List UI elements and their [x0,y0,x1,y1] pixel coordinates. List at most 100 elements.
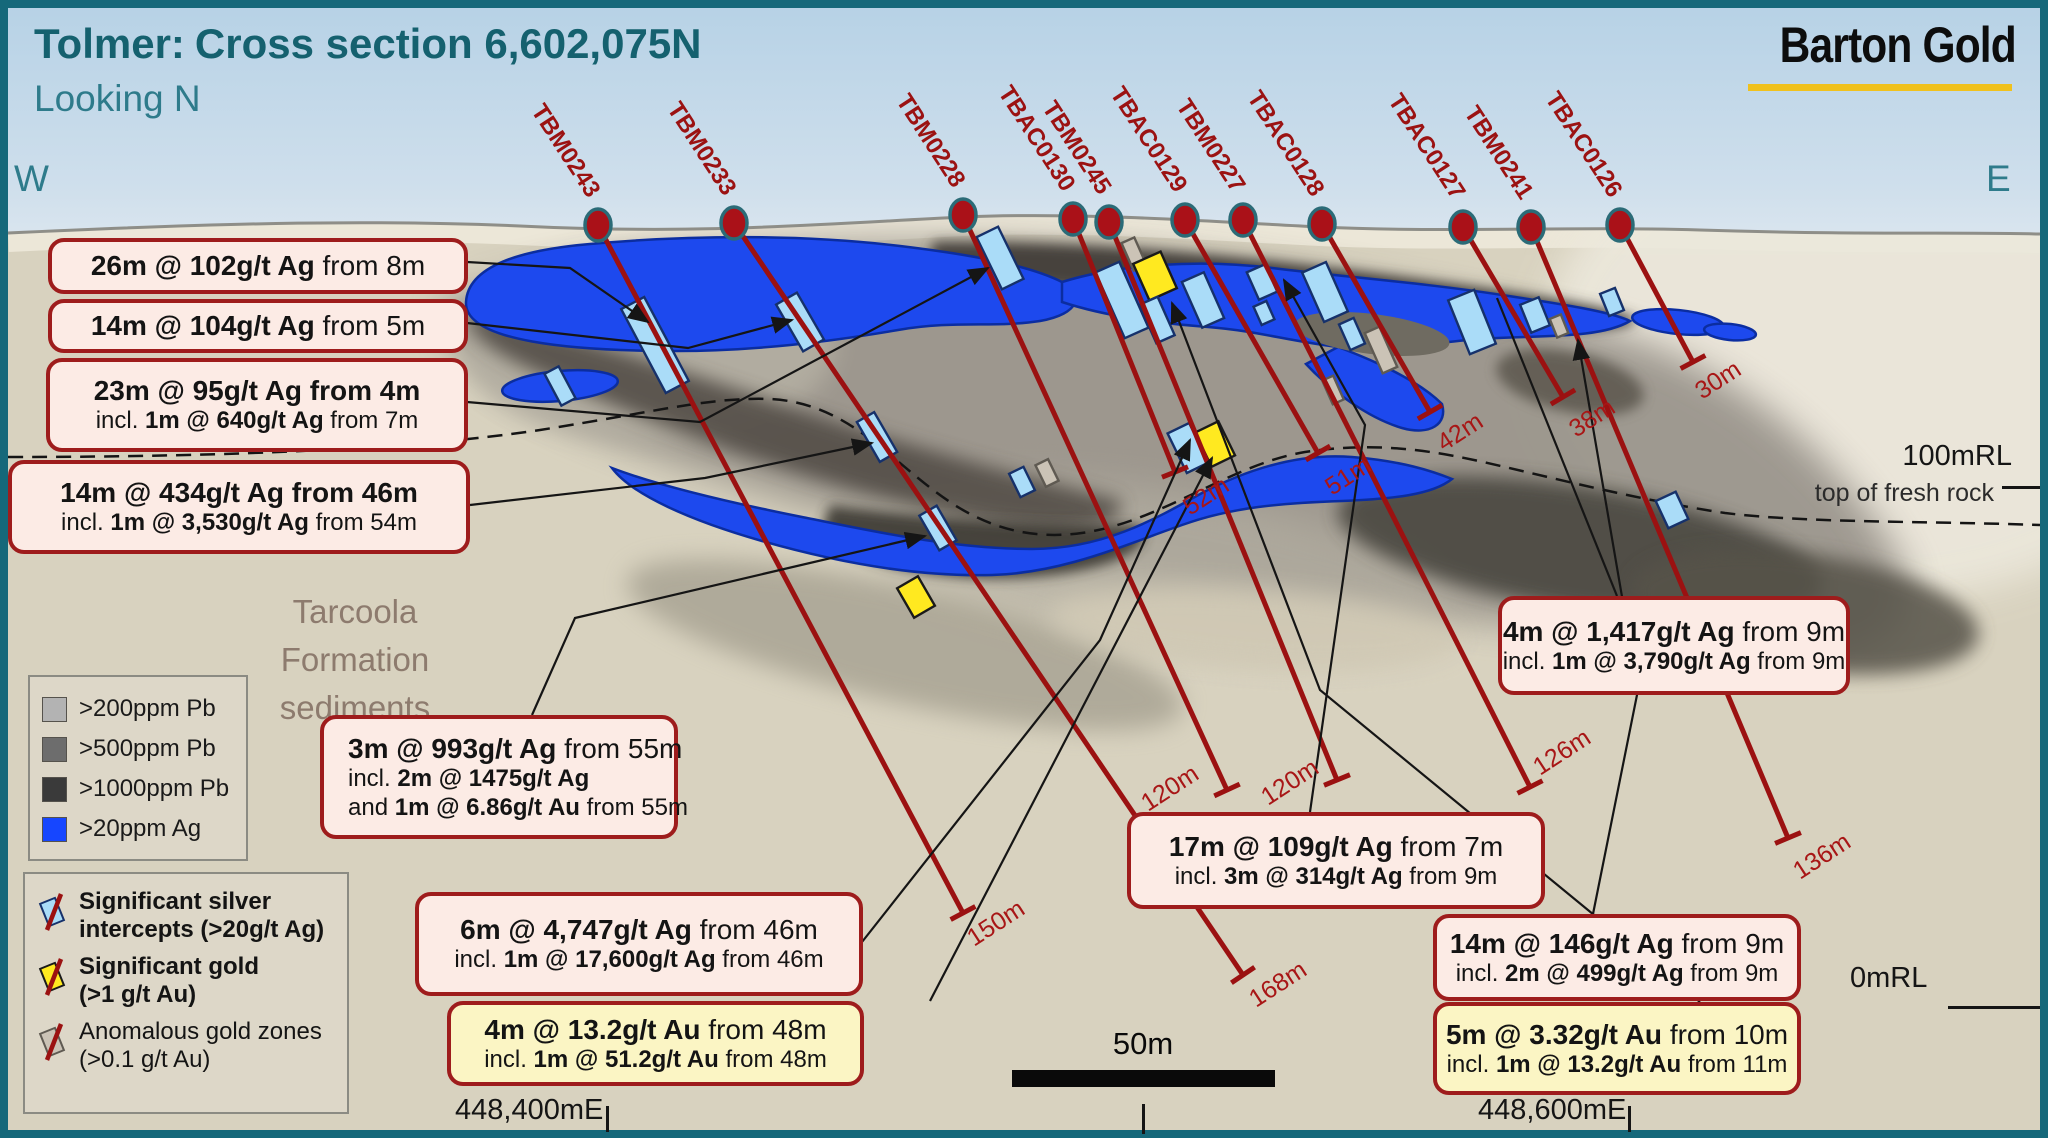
silver-intercept-bar [1446,288,1498,356]
silver-intercept-bar [1251,299,1277,327]
legend-grades: >200ppm Pb >500ppm Pb >1000ppm Pb >20ppm Ag [28,675,248,861]
anom-intercept-icon [37,1020,71,1064]
easting-right-label: 448,600mE [1478,1094,1627,1126]
eoh-tick-TBAC0127 [1549,387,1577,407]
drillhole-traces [583,197,1802,985]
silver-intercept-bar [1180,270,1226,330]
callout-line: 14m @ 146g/t Ag from 9m [1449,927,1785,959]
grade-label: >500ppm Pb [79,735,216,762]
assay-callout-8: 4m @ 13.2g/t Au from 48m incl. 1m @ 51.2g… [447,1001,864,1086]
silver-intercept-bar [1518,295,1552,335]
callout-line: 3m @ 993g/t Ag from 55m [348,733,683,765]
callout-line: 26m @ 102g/t Ag from 8m [90,250,426,282]
rl-100-label: 100mRL [1902,440,2012,472]
leader-line-6 [1495,297,1619,597]
anom-intercept-bar [1363,325,1399,375]
grade-label: >1000ppm Pb [79,775,230,802]
easting-right-tick [1628,1106,1631,1132]
scale-bar [1012,1070,1275,1087]
grade-label: >200ppm Pb [79,695,216,722]
callout-line: incl. 1m @ 640g/t Ag from 7m [95,407,419,435]
assay-callout-4: 3m @ 993g/t Ag from 55m incl. 2m @ 1475g/… [320,715,688,839]
assay-callout-6: 4m @ 1,417g/t Ag from 9m incl. 1m @ 3,790… [1498,596,1850,695]
assay-callout-5: 17m @ 109g/t Ag from 7m incl. 3m @ 314g/t… [1127,812,1545,909]
gold-intercept-icon [37,955,71,999]
title-block: Tolmer: Cross section 6,602,075N Looking … [34,20,702,120]
legend-symbol-row: Significant silver intercepts (>20g/t Ag) [37,888,335,943]
legend-symbol-label: Anomalous gold zones (>0.1 g/t Au) [79,1018,322,1073]
trace-TBAC0128 [1319,222,1433,414]
callout-line: incl. 1m @ 3,790g/t Ag from 9m [1502,647,1846,675]
silver-intercept-bar [1300,260,1350,324]
easting-left-tick [606,1106,609,1132]
callout-line: 5m @ 3.32g/t Au from 10m [1445,1018,1789,1050]
trace-TBM0245 [1106,221,1340,781]
collar-TBM0233 [719,205,749,241]
silver-intercept-bar [1137,295,1177,345]
trace-TBAC0130 [1070,218,1178,473]
leader-line-4 [530,531,928,716]
logo-text: Barton Gold [1779,17,2017,73]
assay-callout-9: 14m @ 146g/t Ag from 9m incl. 2m @ 499g/t… [1433,914,1801,1001]
assay-callout-2: 23m @ 95g/t Ag from 4m incl. 1m @ 640g/t … [46,358,468,452]
legend-symbol-row: Significant gold (>1 g/t Au) [37,953,335,1008]
leader-line-2 [466,266,990,424]
collar-TBM0241 [1516,209,1546,245]
callout-line: incl. 2m @ 1475g/t Ag [348,765,590,793]
callout-line: 4m @ 13.2g/t Au from 48m [484,1013,827,1045]
rl-0-tick [1948,1006,2040,1009]
callout-line: 23m @ 95g/t Ag from 4m [93,375,421,407]
callout-line: incl. 1m @ 3,530g/t Ag from 54m [61,509,417,537]
silver-intercept-bar [1007,465,1037,499]
collar-TBM0228 [948,197,978,233]
eoh-tick-TBM0243 [949,904,977,922]
easting-left-label: 448,400mE [455,1094,604,1126]
anom-intercept-bar [1548,312,1570,340]
subtitle: Looking N [34,78,201,119]
eoh-tick-TBM0241 [1774,830,1802,846]
legend-symbol-row: Anomalous gold zones (>0.1 g/t Au) [37,1018,335,1073]
eoh-tick-TBM0233 [1230,965,1256,985]
callout-line: 14m @ 104g/t Ag from 5m [90,310,426,342]
legend-grade-row: >200ppm Pb [42,689,234,729]
assay-callout-1: 14m @ 104g/t Ag from 5m [48,299,468,353]
legend-intercepts: Significant silver intercepts (>20g/t Ag)… [23,872,349,1114]
legend-grade-row: >1000ppm Pb [42,769,234,809]
barton-gold-logo: Barton Gold [1700,16,2017,91]
eoh-tick-TBAC0126 [1679,353,1707,371]
grade-swatch [42,816,67,842]
callout-line: 17m @ 109g/t Ag from 7m [1168,830,1504,862]
legend-symbol-label: Significant silver intercepts (>20g/t Ag) [79,888,325,943]
callout-line: and 1m @ 6.86g/t Au from 55m [348,793,688,821]
gold-intercept-bar [1131,250,1179,302]
collar-TBM0227 [1228,202,1258,238]
collar-TBAC0130 [1058,201,1088,237]
scale-bar-label: 50m [1112,1026,1174,1061]
collar-TBAC0129 [1170,202,1200,238]
trace-TBAC0129 [1182,218,1321,455]
top-of-fresh-rock-line [7,397,2041,537]
rl100-block: 100mRL top of fresh rock [1700,440,2030,508]
silver-intercept-bar [974,225,1026,291]
trace-TBAC0126 [1617,223,1696,364]
eoh-tick-TBAC0128 [1416,402,1444,422]
rl-0-label: 0mRL [1850,962,1928,994]
legend-grade-row: >20ppm Ag [42,809,234,849]
silver-intercept-bar [1598,286,1626,318]
collar-TBAC0126 [1605,207,1635,243]
anom-intercept-bar [1033,457,1061,489]
leader-line-8 [929,456,1214,1002]
grade-label: >20ppm Ag [79,815,202,842]
trace-TBM0228 [960,213,1230,792]
collar-TBAC0127 [1448,209,1478,245]
gold-intercept-bar [895,574,937,620]
leader-line-1 [466,316,795,350]
collar-TBM0243 [583,207,613,243]
leader-line-10 [1170,300,1701,1003]
title-prefix: Tolmer: [34,20,185,67]
trace-TBM0227 [1240,218,1533,789]
eoh-tick-TBAC0129 [1304,443,1332,463]
callout-line: 6m @ 4,747g/t Ag from 46m [460,914,818,946]
grade-swatch [42,736,67,762]
